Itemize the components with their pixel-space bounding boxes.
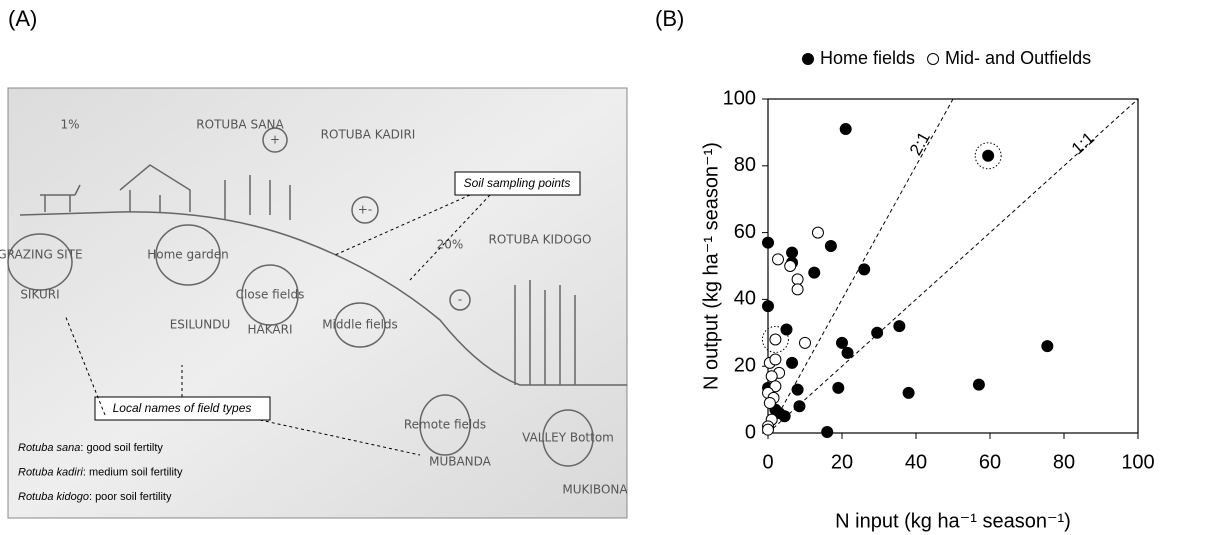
sketch-label: MUKIBONA	[562, 483, 628, 497]
panel-label: (A)	[8, 6, 37, 31]
sketch-label: 20%	[437, 238, 464, 252]
sketch-label: ROTUBA KADIRI	[321, 128, 416, 142]
legend-label: Mid- and Outfields	[945, 48, 1091, 68]
sketch-label: -	[458, 293, 462, 307]
y-tick-label: 40	[734, 288, 756, 310]
data-point	[765, 370, 778, 383]
data-point	[824, 239, 837, 252]
data-point	[808, 266, 821, 279]
legend-line: Rotuba kadiri: medium soil fertility	[18, 466, 183, 478]
x-tick-label: 20	[831, 451, 853, 473]
y-tick-label: 100	[723, 87, 756, 109]
data-point	[832, 381, 845, 394]
sketch-drawing	[7, 127, 627, 467]
data-point	[839, 123, 852, 136]
x-tick-label: 100	[1121, 451, 1154, 473]
legend-term: Rotuba sana	[18, 442, 80, 454]
data-point	[769, 333, 782, 346]
data-point	[791, 273, 804, 286]
x-tick-label: 40	[905, 451, 927, 473]
reference-line	[767, 98, 1139, 434]
sketch-label: ESILUNDU	[170, 318, 231, 332]
legend-line: Rotuba kidogo: poor soil fertility	[18, 491, 172, 503]
data-point	[893, 320, 906, 333]
legend-desc: : good soil fertilty	[80, 442, 163, 454]
highlight-ring	[974, 142, 1002, 170]
sketch-label: SIKURI	[20, 288, 59, 302]
sketch-label: 1%	[60, 118, 79, 132]
data-point	[769, 380, 782, 393]
data-point	[769, 353, 782, 366]
sketch-label: MUBANDA	[429, 455, 492, 469]
sketch-label: Home garden	[147, 248, 229, 262]
sketch-label: ROTUBA SANA	[196, 118, 284, 132]
data-point	[1041, 340, 1054, 353]
legend-desc: : medium soil fertility	[83, 466, 183, 478]
data-point	[972, 378, 985, 391]
data-point	[821, 425, 834, 438]
legend-term: Rotuba kidogo	[18, 491, 89, 503]
data-point	[811, 226, 824, 239]
callout: Soil sampling points	[464, 176, 571, 190]
data-point	[799, 336, 811, 349]
data-point	[791, 283, 804, 296]
data-point	[836, 336, 848, 349]
x-tick-label: 60	[979, 451, 1001, 473]
data-point	[786, 246, 799, 259]
legend-marker	[802, 53, 814, 65]
data-point	[793, 400, 806, 413]
sketch-label: +-	[358, 203, 372, 217]
y-tick-label: 80	[734, 154, 756, 176]
sketch-label: VALLEY Bottom	[522, 431, 614, 445]
callout-box	[454, 171, 581, 196]
highlight-ring	[761, 325, 789, 353]
y-axis-label: N output (kg ha⁻¹ season⁻¹)	[700, 142, 722, 390]
sketch-photo	[7, 87, 628, 519]
sketch-label: Close fields	[236, 288, 305, 302]
data-point	[791, 383, 804, 396]
legend-line: Rotuba sana: good soil fertilty	[18, 442, 163, 454]
data-point	[858, 263, 871, 276]
arrow	[64, 314, 421, 456]
y-tick-label: 0	[745, 421, 756, 443]
sketch-label: HAKARI	[248, 323, 293, 337]
legend-marker	[927, 53, 940, 65]
legend-label: Home fields	[820, 48, 915, 68]
data-point	[871, 326, 884, 339]
callout: Local names of field types	[113, 401, 252, 415]
sketch-label: Remote fields	[404, 418, 486, 432]
legend-term: Rotuba kadiri	[18, 466, 83, 478]
data-point	[771, 253, 784, 266]
legend-desc: : poor soil fertility	[89, 491, 172, 503]
data-point	[982, 149, 995, 162]
sketch-label: Middle fields	[322, 318, 398, 332]
data-point	[902, 386, 915, 399]
sketch-label: GRAZING SITE	[0, 248, 83, 262]
data-point	[762, 423, 774, 436]
data-point	[784, 260, 797, 272]
data-point	[786, 356, 799, 369]
x-tick-label: 0	[762, 451, 773, 473]
data-point	[773, 406, 786, 419]
y-tick-label: 20	[734, 354, 756, 376]
data-point	[780, 323, 793, 336]
sketch-label: +	[270, 133, 280, 147]
reference-label: 1:1	[1068, 128, 1098, 158]
x-axis-label: N input (kg ha⁻¹ season⁻¹)	[835, 510, 1071, 532]
sketch-label: ROTUBA KIDOGO	[489, 233, 592, 247]
reference-label: 2:1	[906, 129, 934, 159]
data-point	[762, 300, 774, 313]
y-tick-label: 60	[734, 221, 756, 243]
panel-label: (B)	[655, 6, 684, 31]
data-point	[763, 396, 776, 409]
arrow	[334, 194, 491, 281]
data-point	[762, 236, 774, 249]
x-tick-label: 80	[1053, 451, 1075, 473]
data-point	[841, 346, 854, 359]
